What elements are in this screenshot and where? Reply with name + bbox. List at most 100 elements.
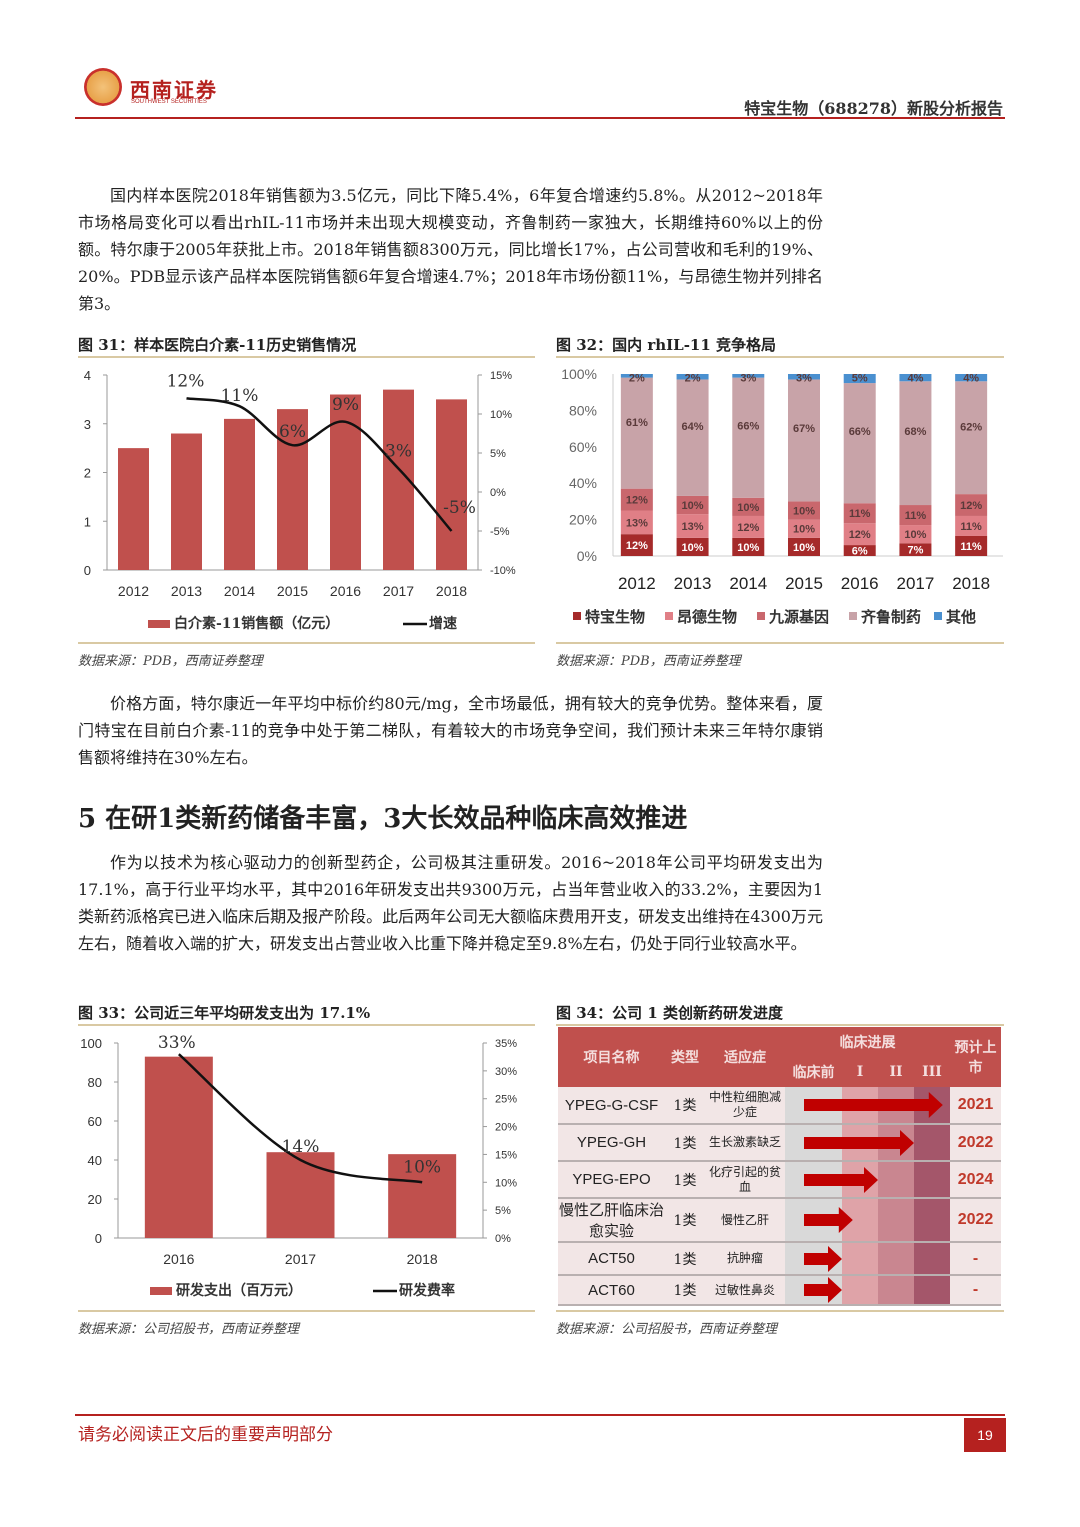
bar-segment — [899, 505, 932, 526]
y2-tick-label: 20% — [495, 1122, 517, 1134]
bar-segment — [788, 519, 820, 538]
paragraph-1: 国内样本医院2018年销售额为3.5亿元，同比下降5.4%，6年复合增速约5.8… — [78, 182, 823, 317]
table-header-cell: 适应症 — [705, 1027, 785, 1087]
bar-segment — [620, 488, 653, 511]
launch-year: - — [950, 1242, 1001, 1276]
data-label: 10% — [737, 542, 759, 554]
y-tick-label: 80 — [88, 1075, 102, 1090]
bar — [388, 1154, 457, 1238]
divider — [556, 1310, 1004, 1312]
project-name: ACT60 — [558, 1275, 665, 1306]
data-label: 9% — [332, 395, 359, 415]
progress-cell — [785, 1124, 950, 1162]
report-title: 特宝生物（688278）新股分析报告 — [744, 99, 1003, 118]
x-tick-label: 2012 — [118, 583, 149, 599]
data-label: 68% — [904, 426, 926, 438]
bar-segment — [955, 515, 988, 536]
x-tick-label: 2012 — [618, 574, 656, 593]
x-tick-label: 2014 — [729, 574, 767, 593]
data-label: 10% — [793, 542, 815, 554]
y2-tick-label: 0% — [495, 1233, 511, 1245]
bar-segment — [843, 383, 876, 504]
y-tick-label: 80% — [569, 402, 597, 418]
legend-label: 白介素-11销售额（亿元） — [174, 615, 339, 632]
x-tick-label: 2013 — [171, 583, 202, 599]
bar-segment — [732, 497, 765, 516]
data-label: 66% — [737, 421, 759, 433]
x-tick-label: 2017 — [897, 574, 935, 593]
data-label: 67% — [793, 423, 815, 435]
table-header-cell: III — [914, 1057, 950, 1087]
y-tick-label: 100% — [561, 366, 597, 382]
indication: 过敏性鼻炎 — [705, 1275, 785, 1306]
drug-type: 1类 — [665, 1087, 705, 1125]
data-label: 13% — [626, 517, 648, 529]
arrow-shape — [804, 1245, 842, 1272]
data-label: 10% — [793, 506, 815, 518]
table-header-cell: 预计上市 — [950, 1027, 1001, 1087]
footer-disclaimer: 请务必阅读正文后的重要声明部分 — [78, 1425, 333, 1445]
bar-segment — [676, 514, 709, 538]
data-label: 10% — [682, 542, 704, 554]
table-header-cell: 类型 — [665, 1027, 705, 1087]
divider — [78, 1024, 535, 1026]
bar-segment — [843, 503, 876, 524]
data-label: 12% — [626, 540, 648, 552]
data-label: 4% — [963, 372, 979, 384]
line-series — [178, 1053, 423, 1184]
bar-segment — [955, 381, 988, 495]
data-label: 12% — [626, 495, 648, 507]
drug-type: 1类 — [665, 1124, 705, 1162]
data-label: 61% — [626, 417, 648, 429]
data-label: 66% — [849, 426, 871, 438]
data-label: 12% — [960, 500, 982, 512]
paragraph-text: 作为以技术为核心驱动力的创新型药企，公司极其注重研发。2016~2018年公司平… — [78, 853, 823, 953]
table-row: ACT50 1类 抗肿瘤 - — [558, 1242, 1001, 1276]
bar — [266, 1152, 335, 1238]
y-tick-label: 60 — [88, 1114, 102, 1129]
y-tick-label: 20% — [569, 512, 597, 528]
logo-icon — [84, 68, 122, 106]
table-header-cell: 临床进展 — [785, 1027, 950, 1057]
page-number: 19 — [964, 1418, 1006, 1452]
data-label: -5% — [443, 498, 476, 518]
y-tick-label: 3 — [84, 417, 91, 432]
launch-year: 2024 — [950, 1161, 1001, 1199]
legend-label: 其他 — [946, 608, 976, 626]
bar-segment — [788, 501, 820, 520]
bar — [224, 418, 255, 570]
y2-tick-label: -5% — [490, 526, 510, 538]
bar-segment — [620, 510, 653, 535]
logo-text: 西南证券 — [130, 78, 218, 102]
project-name: ACT50 — [558, 1242, 665, 1276]
y2-tick-label: 5% — [490, 448, 506, 460]
y-tick-label: 20 — [88, 1192, 102, 1207]
bar-segment — [620, 377, 653, 489]
project-name: 慢性乙肝临床治愈实验 — [558, 1198, 665, 1243]
chart-32: 0% 20% 40% 60% 80% 100% 12% 13% 12% 61% 2% 2012 10% 1… — [561, 366, 1003, 626]
indication: 中性粒细胞减少症 — [705, 1087, 785, 1125]
divider — [78, 1310, 535, 1312]
bar-segment — [788, 379, 820, 502]
arrow-shape — [804, 1207, 853, 1233]
divider — [78, 356, 535, 358]
launch-year: 2021 — [950, 1087, 1001, 1125]
bar-segment — [732, 377, 765, 498]
drug-type: 1类 — [665, 1161, 705, 1199]
bar-segment — [843, 523, 876, 546]
bar-segment — [843, 545, 876, 556]
y-tick-label: 1 — [84, 514, 91, 529]
x-tick-label: 2016 — [330, 583, 361, 599]
progress-cell — [785, 1198, 950, 1243]
bar-segment — [899, 374, 932, 382]
figure-33-source: 数据来源：公司招股书，西南证券整理 — [78, 1322, 300, 1337]
data-label: 12% — [167, 371, 205, 391]
table-header-cell: 临床前 — [785, 1057, 842, 1087]
arrow-shape — [804, 1092, 943, 1118]
legend-label: 昂德生物 — [677, 608, 737, 626]
table-header-cell: 项目名称 — [558, 1027, 665, 1087]
project-name: YPEG-G-CSF — [558, 1087, 665, 1125]
y2-tick-label: 30% — [495, 1066, 517, 1078]
drug-type: 1类 — [665, 1198, 705, 1243]
x-tick-label: 2018 — [952, 574, 990, 593]
